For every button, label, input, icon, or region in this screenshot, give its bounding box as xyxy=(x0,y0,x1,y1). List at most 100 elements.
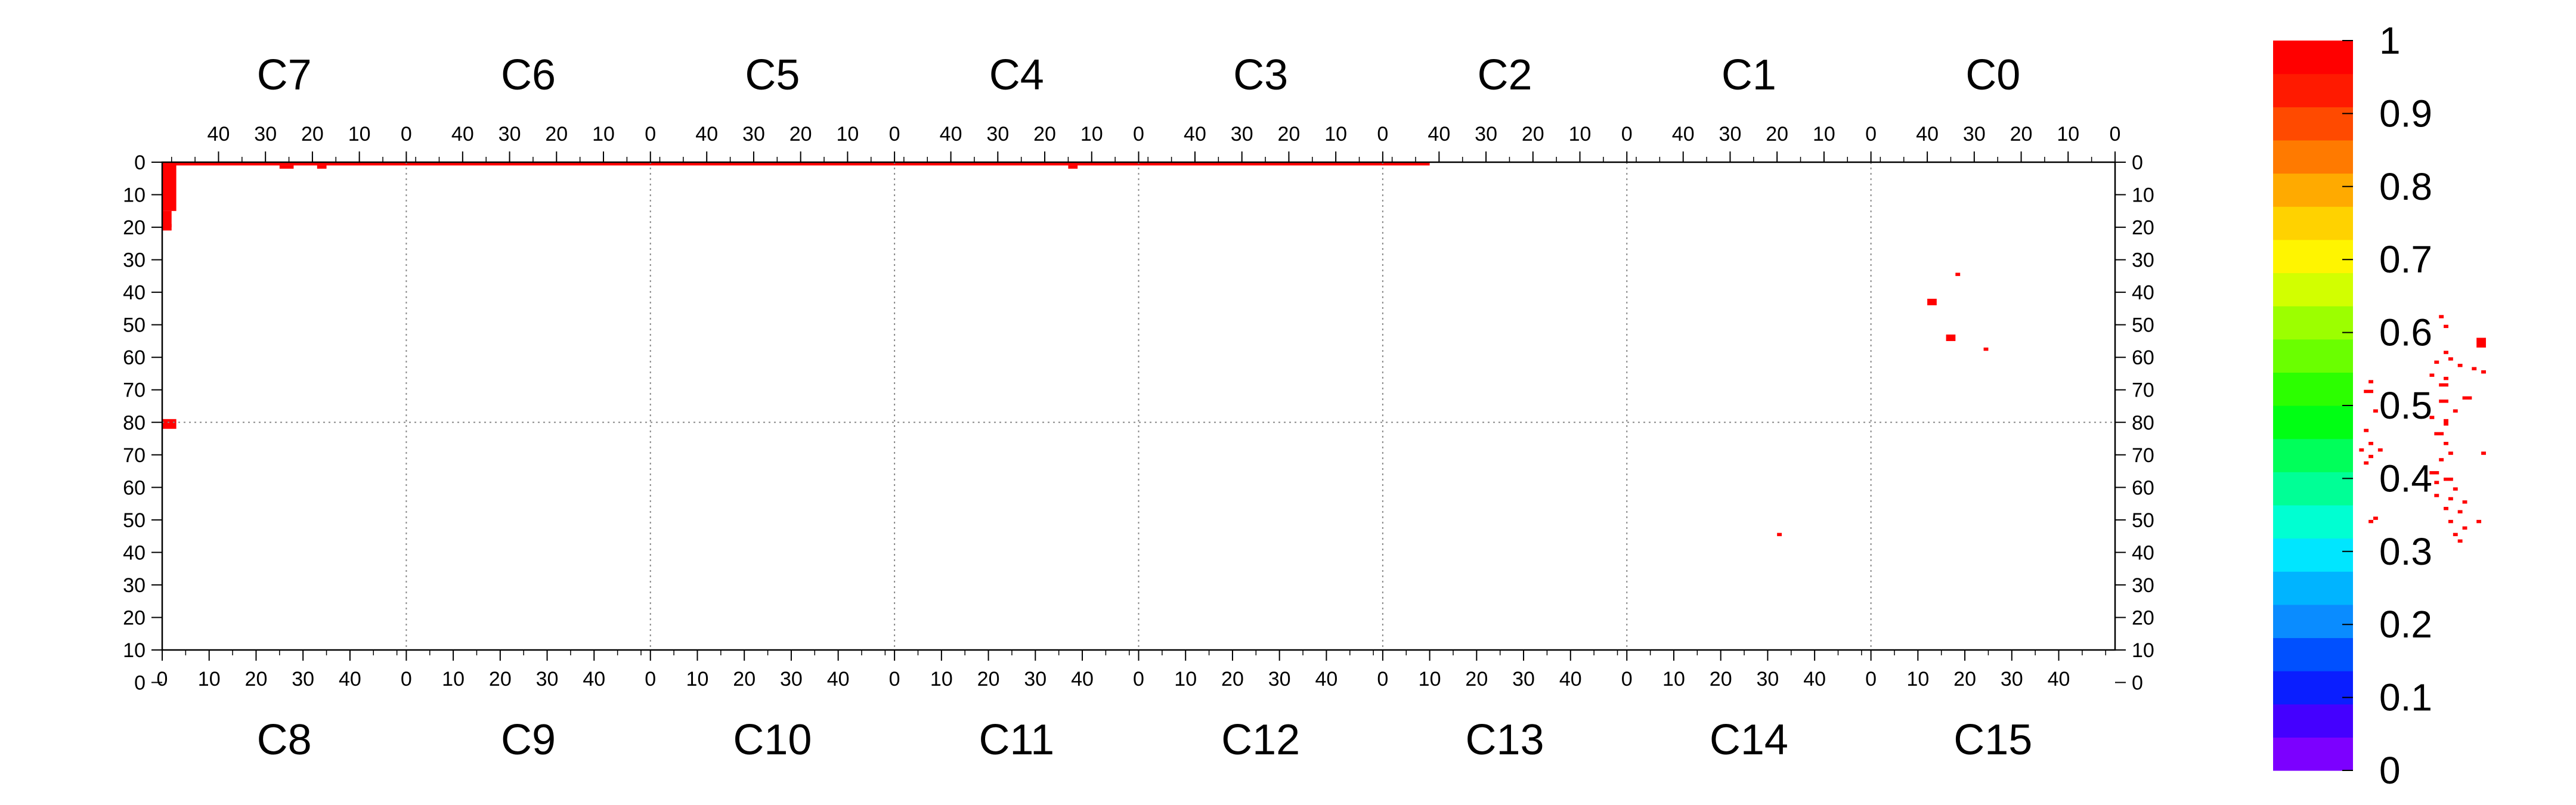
colorbar-tick-label: 0 xyxy=(2379,749,2401,792)
bottom-chip-label: C11 xyxy=(979,716,1054,764)
hit-cell xyxy=(2453,532,2458,537)
left-tick-label: 60 xyxy=(123,476,145,499)
hit-cell xyxy=(2368,519,2373,524)
bottom-tick-label: 40 xyxy=(1803,668,1826,691)
right-tick-label: 40 xyxy=(2132,541,2154,564)
colorbar-level xyxy=(2273,604,2353,639)
bottom-tick-label: 10 xyxy=(686,668,709,691)
hit-cell xyxy=(2444,441,2448,445)
top-tick-label: 10 xyxy=(2057,123,2079,145)
top-tick-label: 30 xyxy=(742,123,765,145)
right-tick-label: 60 xyxy=(2132,476,2154,499)
colorbar-level xyxy=(2273,571,2353,605)
bottom-chip-label: C8 xyxy=(257,716,312,764)
hit-cell xyxy=(2439,315,2444,318)
colorbar-level xyxy=(2273,372,2353,406)
bottom-tick-label: 20 xyxy=(733,668,756,691)
hit-cell xyxy=(2444,376,2448,380)
hit-cell xyxy=(2444,419,2448,426)
colorbar-tick-label: 0.1 xyxy=(2379,676,2432,719)
colorbar-tick-label: 0.9 xyxy=(2379,92,2432,135)
left-tick-label: 10 xyxy=(123,184,145,207)
hit-cell xyxy=(1983,347,1989,351)
hit-cell xyxy=(2373,409,2378,413)
bottom-tick-label: 10 xyxy=(1662,668,1685,691)
top-tick-label: 0 xyxy=(889,123,900,145)
left-tick-label: 60 xyxy=(123,346,145,369)
right-tick-label: 20 xyxy=(2132,606,2154,629)
bottom-tick-label: 0 xyxy=(889,668,900,691)
top-tick-label: 10 xyxy=(836,123,859,145)
right-tick-label: 0 xyxy=(2132,672,2143,695)
hit-cell xyxy=(2457,539,2463,543)
top-chip-label: C5 xyxy=(745,51,800,99)
top-tick-label: 20 xyxy=(301,123,324,145)
left-tick-label: 50 xyxy=(123,509,145,532)
colorbar-tick-label: 0.3 xyxy=(2379,530,2432,573)
hit-cell xyxy=(2476,519,2482,524)
hit-cell xyxy=(1946,335,1956,341)
right-tick-label: 10 xyxy=(2132,639,2154,662)
colorbar-tick-label: 0.8 xyxy=(2379,165,2432,208)
hit-cell xyxy=(1927,299,1937,305)
top-tick-label: 20 xyxy=(2010,123,2033,145)
colorbar-tick-label: 0.7 xyxy=(2379,238,2432,281)
colorbar-level xyxy=(2273,41,2353,75)
chip-labels: C7 C6 C5 C4 C3 C2 C1 C0 C8 C9 C10 C11 C12 C13 C14 C15 xyxy=(257,51,2033,764)
top-tick-label: 40 xyxy=(451,123,474,145)
bottom-tick-label: 20 xyxy=(977,668,1000,691)
left-tick-label: 0 xyxy=(134,151,145,174)
bottom-tick-label: 30 xyxy=(536,668,559,691)
colorbar-level xyxy=(2273,306,2353,340)
bottom-tick-label: 10 xyxy=(442,668,465,691)
top-tick-label: 0 xyxy=(645,123,656,145)
hit-cell xyxy=(2377,448,2383,452)
top-tick-label: 0 xyxy=(401,123,412,145)
left-tick-label: 10 xyxy=(123,639,145,662)
hit-cell xyxy=(279,165,294,169)
colorbar-level xyxy=(2273,206,2353,240)
colorbar-level xyxy=(2273,273,2353,306)
top-tick-label: 40 xyxy=(1184,123,1206,145)
hit-cell xyxy=(1955,273,1961,276)
bottom-tick-label: 20 xyxy=(245,668,268,691)
top-tick-label: 20 xyxy=(545,123,568,145)
bottom-chip-label: C15 xyxy=(1953,716,2032,764)
hit-cell xyxy=(162,224,172,231)
colorbar-level xyxy=(2273,671,2353,705)
top-tick-label: 0 xyxy=(1865,123,1877,145)
bottom-tick-label: 20 xyxy=(1465,668,1488,691)
top-tick-label: 0 xyxy=(1133,123,1144,145)
hit-cell xyxy=(2448,451,2453,455)
top-chip-label: C0 xyxy=(1965,51,2020,99)
hit-cell xyxy=(2434,360,2439,364)
top-tick-label: 20 xyxy=(1766,123,1788,145)
top-tick-label: 20 xyxy=(1033,123,1056,145)
hit-cell xyxy=(2439,458,2444,462)
top-tick-label: 20 xyxy=(789,123,812,145)
colorbar-level xyxy=(2273,140,2353,174)
left-tick-label: 50 xyxy=(123,314,145,337)
bottom-tick-label: 0 xyxy=(1865,668,1877,691)
top-tick-label: 0 xyxy=(2110,123,2121,145)
bottom-tick-label: 40 xyxy=(2048,668,2070,691)
hit-cell xyxy=(2373,516,2378,520)
hit-cell xyxy=(2434,481,2439,484)
hit-cell xyxy=(2476,338,2486,348)
colorbar-tick-label: 1 xyxy=(2379,19,2401,62)
hit-cell xyxy=(162,210,172,228)
bottom-chip-label: C10 xyxy=(733,716,812,764)
right-tick-label: 70 xyxy=(2132,444,2154,467)
bottom-tick-label: 20 xyxy=(1953,668,1976,691)
bottom-tick-label: 20 xyxy=(489,668,512,691)
top-tick-label: 0 xyxy=(1377,123,1388,145)
top-tick-label: 40 xyxy=(208,123,230,145)
hit-cell xyxy=(2364,461,2369,465)
hit-cell xyxy=(2368,441,2373,445)
colorbar-tick-label: 0.5 xyxy=(2379,384,2432,427)
top-chip-label: C3 xyxy=(1233,51,1288,99)
bottom-tick-label: 40 xyxy=(339,668,361,691)
bottom-tick-label: 10 xyxy=(1174,668,1197,691)
bottom-tick-label: 30 xyxy=(1268,668,1291,691)
hit-cell xyxy=(162,162,177,211)
